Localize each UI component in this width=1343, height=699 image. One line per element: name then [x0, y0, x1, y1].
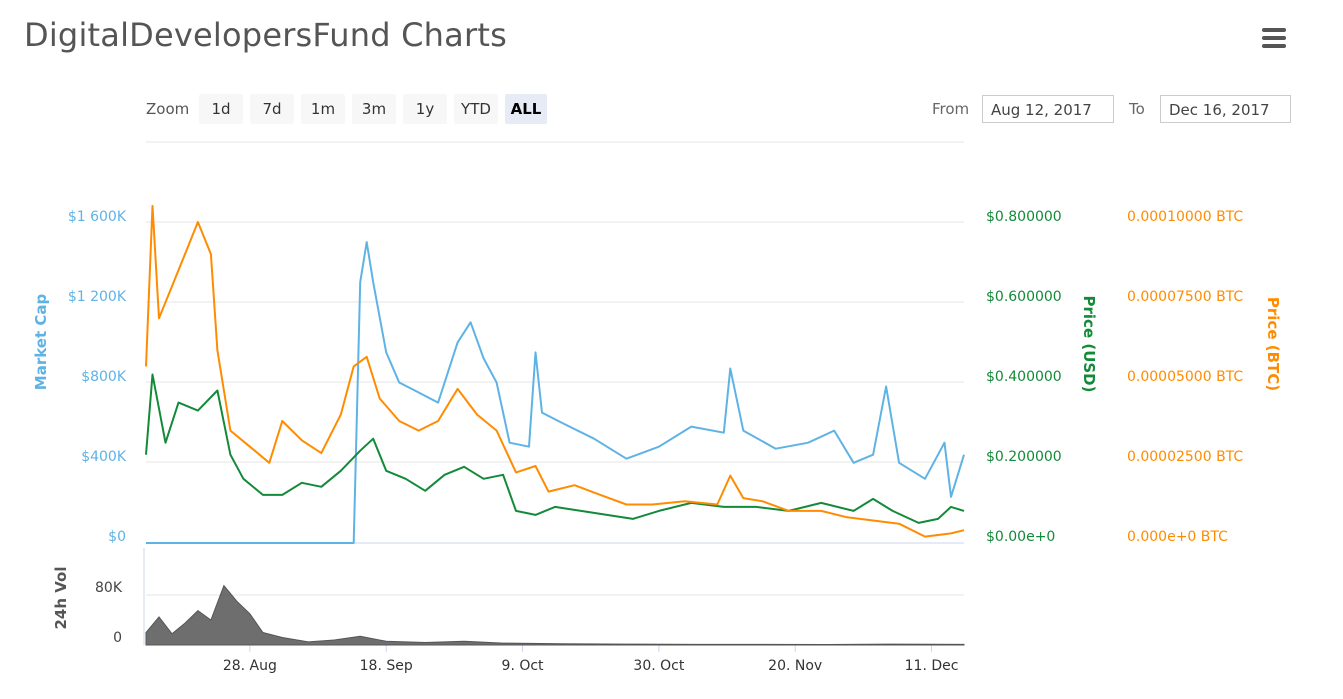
volume-tick-label: 0 [113, 630, 122, 646]
zoom-button-all[interactable]: ALL [505, 94, 547, 124]
x-tick-label: 28. Aug [223, 658, 277, 674]
menu-bar [1262, 36, 1286, 40]
zoom-button-3m[interactable]: 3m [352, 94, 396, 124]
price-btc-tick-label: 0.00010000 BTC [1127, 209, 1243, 225]
zoom-label: Zoom [146, 100, 190, 118]
market-cap-tick-label: $800K [81, 369, 127, 385]
price-usd-tick-label: $0.400000 [986, 369, 1062, 385]
market-cap-tick-label: $400K [81, 449, 127, 465]
x-tick-label: 20. Nov [768, 658, 822, 674]
price-usd-tick-label: $0.00e+0 [986, 529, 1055, 545]
zoom-button-ytd[interactable]: YTD [454, 94, 498, 124]
from-label: From [932, 100, 970, 118]
price-btc-tick-label: 0.00007500 BTC [1127, 289, 1243, 305]
zoom-button-7d[interactable]: 7d [250, 94, 294, 124]
x-tick-label: 9. Oct [502, 658, 545, 674]
price-btc-line [145, 204, 965, 538]
x-tick-label: 11. Dec [905, 658, 959, 674]
price-usd-tick-label: $0.600000 [986, 289, 1062, 305]
from-date-input[interactable]: Aug 12, 2017 [982, 95, 1114, 123]
price-usd-tick-label: $0.800000 [986, 209, 1062, 225]
price-usd-line [145, 373, 965, 524]
price-btc-tick-label: 0.000e+0 BTC [1127, 529, 1228, 545]
zoom-button-1m[interactable]: 1m [301, 94, 345, 124]
price-btc-tick-label: 0.00002500 BTC [1127, 449, 1243, 465]
x-tick-label: 18. Sep [360, 658, 413, 674]
menu-bar [1262, 44, 1286, 48]
zoom-button-1y[interactable]: 1y [403, 94, 447, 124]
volume-axis-title: 24h Vol [52, 566, 70, 629]
market-cap-axis-title: Market Cap [32, 294, 50, 391]
to-date-input[interactable]: Dec 16, 2017 [1160, 95, 1291, 123]
hamburger-menu-icon[interactable] [1262, 28, 1286, 48]
market-cap-line [146, 241, 965, 544]
x-tick-label: 30. Oct [633, 658, 684, 674]
volume-area [145, 584, 965, 646]
price-usd-tick-label: $0.200000 [986, 449, 1062, 465]
zoom-button-1d[interactable]: 1d [199, 94, 243, 124]
price-btc-tick-label: 0.00005000 BTC [1127, 369, 1243, 385]
page-title: DigitalDevelopersFund Charts [24, 16, 507, 54]
price-btc-axis-title: Price (BTC) [1264, 297, 1282, 391]
market-cap-tick-label: $1 600K [68, 209, 127, 225]
to-label: To [1129, 100, 1145, 118]
market-cap-tick-label: $1 200K [68, 289, 127, 305]
menu-bar [1262, 28, 1286, 32]
market-cap-tick-label: $0 [108, 529, 126, 545]
price-usd-axis-title: Price (USD) [1080, 296, 1098, 393]
volume-tick-label: 80K [95, 580, 123, 596]
